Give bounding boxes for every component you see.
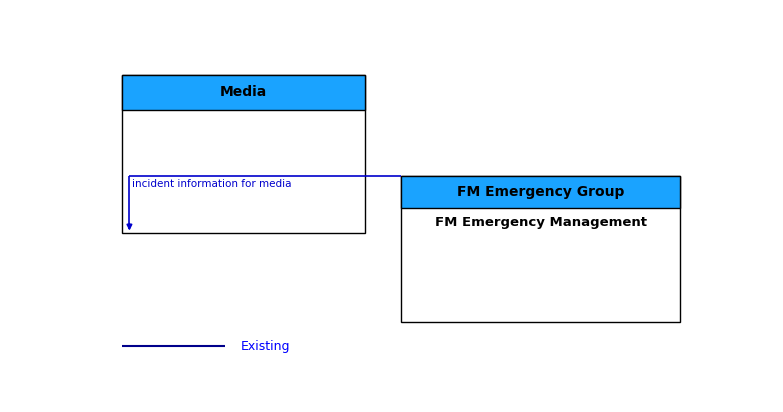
Text: Media: Media (220, 85, 267, 99)
Bar (122, 75, 365, 110)
Text: FM Emergency Group: FM Emergency Group (457, 185, 625, 199)
Bar (402, 176, 680, 208)
Bar (402, 176, 680, 322)
Bar (122, 75, 365, 234)
Text: incident information for media: incident information for media (132, 179, 292, 189)
Text: Existing: Existing (240, 339, 290, 353)
Text: FM Emergency Management: FM Emergency Management (435, 216, 647, 229)
